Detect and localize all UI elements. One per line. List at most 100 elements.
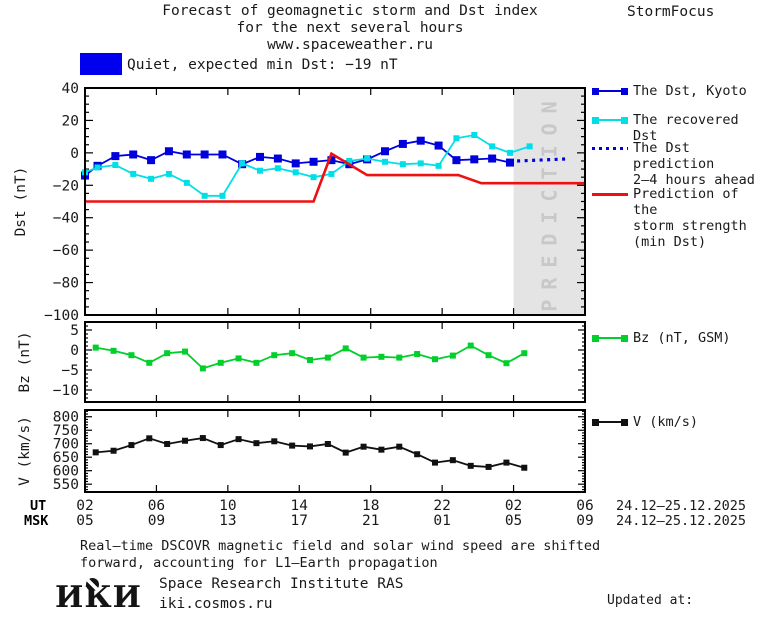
recovered-marker — [328, 170, 335, 177]
y-tick-label: 700 — [53, 437, 79, 453]
bz-marker — [271, 352, 278, 359]
ut-tick-label: 02 — [76, 498, 93, 514]
recovered-marker — [165, 170, 172, 177]
ut-date-range: 24.12–25.12.2025 — [616, 498, 746, 514]
kyoto-marker — [398, 139, 407, 148]
bz-marker — [467, 342, 474, 349]
legend-label-prediction-1: The Dst prediction — [633, 140, 715, 172]
legend-label-storm-1: Prediction of the — [633, 186, 739, 218]
v-marker — [360, 443, 367, 450]
kyoto-marker — [129, 150, 138, 159]
legend-item-v: V (km/s) — [592, 414, 698, 430]
msk-tick-label: 17 — [291, 513, 308, 529]
note-line-1: Real–time DSCOVR magnetic field and sola… — [80, 538, 601, 554]
legend-item-dst-prediction: The Dst prediction 2–4 hours ahead — [592, 140, 760, 188]
msk-tick-label: 21 — [362, 513, 379, 529]
v-marker — [521, 464, 528, 471]
ut-tick-label: 10 — [219, 498, 236, 514]
v-marker — [92, 449, 99, 456]
kyoto-marker — [147, 156, 156, 165]
v-marker — [199, 435, 206, 442]
v-marker — [485, 463, 492, 470]
bz-marker — [485, 352, 492, 359]
y-tick-label: −5 — [62, 363, 79, 379]
v-line — [95, 437, 525, 469]
kyoto-marker — [273, 154, 282, 163]
legend-label-prediction-2: 2–4 hours ahead — [633, 172, 755, 188]
site-url: www.spaceweather.ru — [267, 37, 433, 53]
v-marker — [307, 443, 313, 450]
figure-title: Forecast of geomagnetic storm and Dst in… — [70, 3, 630, 54]
v-marker — [414, 451, 421, 458]
ut-tick-label: 02 — [505, 498, 522, 514]
msk-tick-label: 01 — [433, 513, 450, 529]
propagation-note: Real–time DSCOVR magnetic field and sola… — [80, 538, 600, 571]
v-marker — [467, 462, 474, 469]
legend-label-storm-2: storm strength — [633, 218, 747, 234]
recovered-marker — [94, 164, 101, 171]
msk-tick-label: 13 — [219, 513, 236, 529]
y-tick-label: 0 — [70, 343, 79, 359]
legend-label-v: V (km/s) — [633, 414, 699, 430]
recovered-marker — [274, 165, 281, 172]
recovered-marker — [201, 192, 208, 199]
bz-marker — [521, 350, 528, 357]
panel-border — [84, 87, 586, 316]
brand-stormfocus: StormFocus — [627, 4, 715, 20]
y-tick-label: 800 — [53, 410, 79, 426]
y-tick-label: 40 — [62, 81, 79, 97]
bz-marker — [342, 345, 349, 352]
y-tick-label: −20 — [53, 178, 79, 194]
recovered-marker — [382, 158, 388, 165]
y-tick-label: 0 — [70, 146, 79, 162]
prediction-line — [517, 157, 566, 163]
recovered-marker — [310, 174, 317, 181]
title-line-2: for the next several hours — [236, 20, 464, 36]
recovered-line — [84, 134, 530, 197]
bz-marker — [360, 354, 367, 361]
v-marker — [235, 436, 242, 443]
y-tick-label: −100 — [44, 308, 79, 324]
institute-name: Space Research Institute RAS — [159, 576, 404, 592]
v-marker — [289, 442, 296, 449]
updated-at-block: Updated at: UT 02:05, 25.12.2025 MSK 05:… — [607, 560, 760, 620]
kyoto-marker — [434, 141, 443, 150]
recovered-marker — [489, 143, 496, 150]
recovered-marker — [148, 175, 155, 182]
ut-tick-label: 06 — [576, 498, 593, 514]
v-marker — [396, 443, 403, 450]
y-tick-label: 600 — [53, 464, 79, 480]
kyoto-marker — [506, 158, 514, 167]
bz-marker — [110, 347, 117, 354]
kyoto-marker — [291, 159, 300, 168]
bz-marker — [182, 348, 188, 355]
kyoto-marker — [164, 147, 173, 156]
v-marker — [503, 459, 510, 466]
legend-item-dst-kyoto: The Dst, Kyoto — [592, 83, 747, 99]
recovered-marker — [346, 157, 353, 164]
kyoto-marker — [416, 136, 425, 145]
recovered-marker — [417, 160, 424, 167]
recovered-marker — [257, 167, 263, 174]
v-marker — [182, 437, 188, 444]
msk-tick-label: 09 — [576, 513, 593, 529]
recovered-marker — [130, 170, 137, 177]
bz-marker — [235, 355, 242, 362]
v-marker — [449, 457, 456, 464]
kyoto-marker — [218, 150, 227, 159]
kyoto-line-swatch — [592, 87, 628, 95]
y-tick-label: −60 — [53, 243, 79, 259]
updated-title: Updated at: — [607, 593, 694, 608]
recovered-marker — [507, 149, 513, 156]
bz-marker — [92, 344, 99, 351]
msk-date-range: 24.12–25.12.2025 — [616, 513, 746, 529]
y-tick-label: 750 — [53, 423, 79, 439]
ut-tick-label: 22 — [433, 498, 450, 514]
prediction-band-label: PREDICTION — [537, 91, 561, 311]
recovered-marker — [399, 161, 406, 168]
y-tick-label: −80 — [53, 276, 79, 292]
title-line-1: Forecast of geomagnetic storm and Dst in… — [162, 3, 538, 19]
legend-item-recovered-dst: The recovered Dst — [592, 112, 760, 144]
msk-row-header: MSK — [24, 513, 49, 529]
